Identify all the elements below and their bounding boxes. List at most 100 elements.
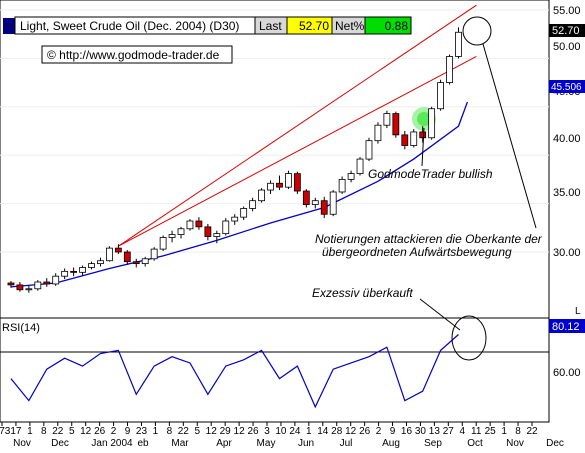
x-month-label: Sep	[424, 438, 442, 448]
candle	[383, 110, 391, 129]
candle-body	[195, 220, 203, 228]
copyright-box	[41, 45, 233, 64]
candle-body	[347, 173, 355, 180]
x-day-label: 22	[526, 426, 538, 437]
x-day-label: 8	[167, 426, 173, 437]
x-month-label: Dec	[51, 438, 69, 448]
candle	[7, 281, 15, 288]
x-day-label: 26	[247, 426, 259, 437]
x-day-label: 1	[153, 426, 159, 437]
x-day-label: 8	[41, 426, 47, 437]
overbought-annotation: Exzessiv überkauft	[312, 286, 413, 300]
candle	[88, 261, 95, 270]
candle	[141, 256, 149, 267]
candle-body	[97, 260, 104, 265]
candle	[374, 122, 382, 144]
candle	[79, 265, 86, 276]
x-day-label: 26	[359, 426, 371, 437]
candle-body	[231, 216, 239, 222]
x-day-label: 3	[264, 426, 270, 437]
candle	[338, 176, 346, 194]
candle	[249, 197, 257, 212]
last-price-tag: 52.70	[552, 25, 580, 37]
x-day-label: 4	[459, 426, 465, 437]
candle	[455, 27, 462, 59]
candle-body	[410, 131, 418, 146]
price-tick-30: 30.00	[553, 247, 581, 259]
candle-body	[43, 281, 51, 285]
candle	[231, 214, 239, 225]
candle-body	[446, 56, 453, 84]
x-month-label: Aug	[382, 438, 400, 448]
candle-body	[25, 288, 33, 291]
copyright-text: © http://www.godmode-trader.de	[47, 48, 220, 62]
candle	[186, 219, 194, 231]
bullish-pointer	[421, 127, 425, 167]
x-month-label: eb	[137, 438, 149, 448]
x-day-label: 2	[111, 426, 117, 437]
x-day-label: 22	[178, 426, 190, 437]
candle	[132, 258, 140, 268]
candle	[329, 190, 337, 217]
price-tick-50: 50.00	[553, 41, 581, 53]
x-day-label: 2	[376, 426, 382, 437]
price-axis: 55.00 50.00 45.00 40.00 35.00 30.00 52.7…	[549, 5, 585, 317]
x-month-label: Dec	[546, 438, 564, 448]
price-tick-35: 35.00	[553, 187, 581, 199]
candle	[285, 170, 292, 190]
candle-body	[240, 208, 248, 218]
candle	[177, 226, 185, 239]
x-day-label: 28	[331, 426, 343, 437]
x-day-label: 10	[275, 426, 287, 437]
candle	[61, 268, 69, 280]
x-month-label: Nov	[506, 438, 524, 448]
moving-average-line	[10, 101, 469, 288]
candle	[16, 282, 24, 292]
candle	[320, 196, 328, 219]
x-day-label: 30	[415, 426, 427, 437]
net-value-box	[364, 16, 412, 35]
scale-marker: L	[575, 306, 581, 317]
candle	[150, 247, 158, 261]
trendline-2	[118, 56, 477, 247]
candle	[204, 223, 212, 241]
candle-body	[338, 178, 346, 193]
x-day-label: 12	[80, 426, 92, 437]
net-value: 0.88	[385, 19, 409, 33]
overbought-pointer	[419, 298, 461, 331]
x-day-label: 23	[136, 426, 148, 437]
ma-tag: 45.506	[551, 82, 582, 93]
ma-tag-box	[549, 80, 585, 93]
rsi-tick-60: 60.00	[553, 367, 581, 379]
bullish-annotation: GodmodeTrader bullish	[368, 167, 493, 181]
candle	[365, 137, 373, 162]
candle-body	[204, 226, 212, 237]
x-day-label: 22	[52, 426, 64, 437]
candle	[302, 189, 310, 208]
x-month-label: Apr	[216, 438, 232, 448]
candle-body	[222, 220, 230, 235]
candle-body	[374, 124, 382, 142]
candlesticks	[7, 27, 462, 293]
net-label: Net%	[335, 19, 365, 33]
candle-body	[159, 237, 167, 250]
rsi-line	[10, 334, 459, 409]
candle	[34, 280, 42, 291]
candle-body	[285, 173, 292, 188]
price-tick-40: 40.00	[553, 133, 581, 145]
x-day-label: 13	[429, 426, 441, 437]
candle-body	[61, 270, 69, 277]
candle	[240, 206, 248, 221]
x-day-label: 11	[471, 426, 482, 437]
x-day-label: 12	[206, 426, 218, 437]
candle-body	[79, 267, 86, 273]
header-marker	[3, 18, 15, 34]
candle-body	[114, 247, 122, 253]
x-month-label: Jul	[340, 438, 353, 448]
moving-average	[10, 101, 469, 288]
rsi-label-box	[1, 321, 41, 334]
candle	[401, 131, 409, 150]
price-tick-55: 55.00	[553, 5, 581, 17]
